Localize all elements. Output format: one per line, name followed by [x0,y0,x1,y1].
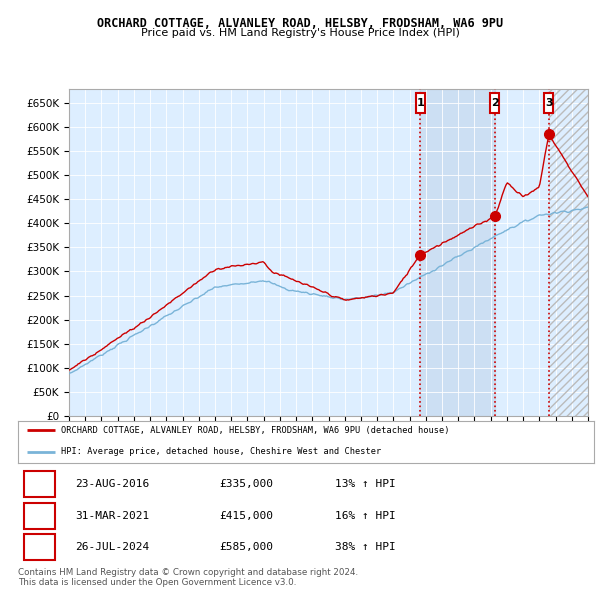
Text: 13% ↑ HPI: 13% ↑ HPI [335,479,395,489]
Text: ORCHARD COTTAGE, ALVANLEY ROAD, HELSBY, FRODSHAM, WA6 9PU (detached house): ORCHARD COTTAGE, ALVANLEY ROAD, HELSBY, … [61,426,450,435]
Text: £335,000: £335,000 [220,479,274,489]
FancyBboxPatch shape [24,535,55,560]
FancyBboxPatch shape [24,503,55,529]
FancyBboxPatch shape [416,93,425,113]
FancyBboxPatch shape [490,93,499,113]
Text: 3: 3 [36,540,43,553]
Text: HPI: Average price, detached house, Cheshire West and Chester: HPI: Average price, detached house, Ches… [61,447,382,456]
Text: Price paid vs. HM Land Registry's House Price Index (HPI): Price paid vs. HM Land Registry's House … [140,28,460,38]
Text: £585,000: £585,000 [220,542,274,552]
Text: 26-JUL-2024: 26-JUL-2024 [76,542,150,552]
Text: 38% ↑ HPI: 38% ↑ HPI [335,542,395,552]
Bar [420,88,495,416]
FancyBboxPatch shape [544,93,553,113]
Text: ORCHARD COTTAGE, ALVANLEY ROAD, HELSBY, FRODSHAM, WA6 9PU: ORCHARD COTTAGE, ALVANLEY ROAD, HELSBY, … [97,17,503,30]
Text: £415,000: £415,000 [220,511,274,520]
Text: 23-AUG-2016: 23-AUG-2016 [76,479,150,489]
FancyBboxPatch shape [24,471,55,497]
Text: 31-MAR-2021: 31-MAR-2021 [76,511,150,520]
Text: 2: 2 [36,509,43,522]
Text: 16% ↑ HPI: 16% ↑ HPI [335,511,395,520]
Text: 1: 1 [36,478,43,491]
Text: Contains HM Land Registry data © Crown copyright and database right 2024.
This d: Contains HM Land Registry data © Crown c… [18,568,358,587]
Text: 3: 3 [545,98,553,108]
Text: 2: 2 [491,98,499,108]
Text: 1: 1 [416,98,424,108]
Bar [549,88,588,416]
